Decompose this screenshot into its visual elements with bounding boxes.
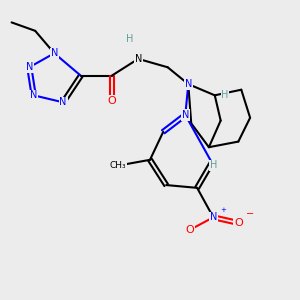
Text: H: H: [126, 34, 133, 44]
Text: CH₃: CH₃: [109, 161, 126, 170]
Text: +: +: [221, 207, 226, 213]
Text: N: N: [51, 48, 58, 58]
Text: N: N: [210, 212, 217, 222]
Text: O: O: [107, 96, 116, 106]
Text: N: N: [26, 62, 33, 72]
Text: N: N: [182, 110, 189, 120]
Text: O: O: [185, 225, 194, 235]
Text: H: H: [221, 90, 229, 100]
Text: H: H: [210, 160, 217, 170]
Text: N: N: [59, 97, 67, 107]
Text: N: N: [184, 79, 192, 89]
Text: N: N: [30, 90, 38, 100]
Text: O: O: [234, 218, 243, 228]
Text: −: −: [246, 209, 254, 219]
Text: N: N: [134, 54, 142, 64]
